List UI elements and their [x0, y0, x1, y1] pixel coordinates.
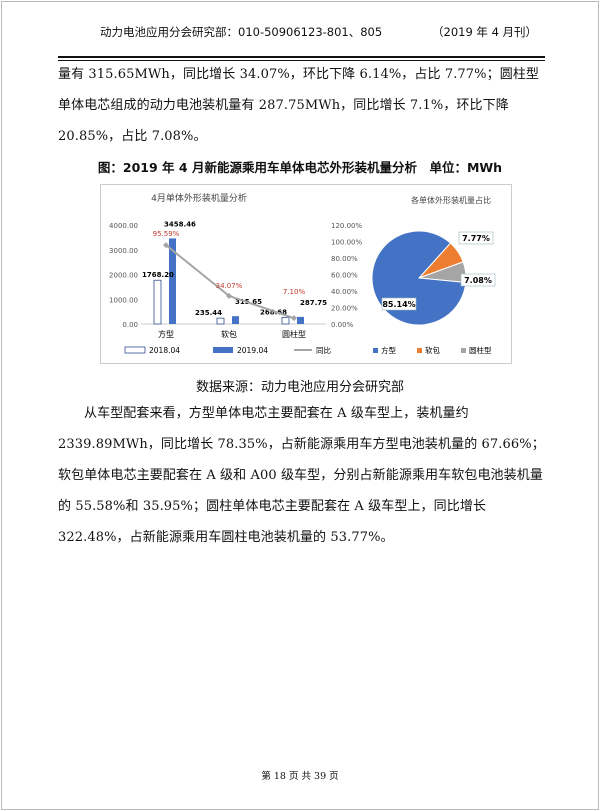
- category-label: 方型: [158, 329, 174, 339]
- paragraph-1: 量有 315.65MWh，同比增长 34.07%，环比下降 6.14%，占比 7…: [58, 67, 540, 144]
- header-rule: [58, 56, 545, 58]
- bar-chart-title: 4月单体外形装机量分析: [151, 192, 247, 204]
- pie-label-box: [458, 231, 494, 245]
- header-rule-thin: [58, 60, 545, 61]
- y2-tick-label: 20.00%: [331, 305, 358, 313]
- y-tick-label: 1000.00: [109, 296, 138, 304]
- bar-label-2018: 235.44: [195, 309, 222, 317]
- yoy-marker: [291, 315, 297, 322]
- pie-chart-title: 各单体外形装机量占比: [411, 195, 491, 205]
- yoy-label: 95.59%: [153, 230, 180, 238]
- chart-svg: 4月单体外形装机量分析 0.00 1000.00 2000.00 3000.00 4000…: [109, 192, 496, 355]
- chart-container: 4月单体外形装机量分析 0.00 1000.00 2000.00 3000.00 4000…: [100, 184, 512, 364]
- y-tick-label: 3000.00: [109, 247, 138, 255]
- y2-tick-label: 100.00%: [331, 239, 362, 247]
- y2-tick-label: 0.00%: [331, 321, 354, 329]
- bar-2019: [297, 316, 304, 324]
- legend-label: 2019.04: [237, 346, 268, 355]
- pie-legend-swatch: [417, 348, 422, 353]
- legend-swatch-2019: [213, 347, 233, 353]
- header-issue: （2019 年 4 月刊）: [432, 25, 538, 39]
- y2-tick-label: 40.00%: [331, 288, 358, 296]
- yoy-label: 34.07%: [216, 282, 243, 290]
- bar-2018: [153, 279, 162, 325]
- yoy-label: 7.10%: [283, 288, 306, 296]
- category-label: 圆柱型: [282, 329, 306, 339]
- y-tick-label: 0.00: [122, 321, 138, 329]
- bar-label-2018: 268.68: [260, 308, 287, 316]
- pie-legend-swatch: [461, 348, 466, 353]
- y2-tick-label: 60.00%: [331, 272, 358, 280]
- bar-label-2018: 1768.20: [142, 271, 174, 279]
- data-source: 数据来源：动力电池应用分会研究部: [195, 380, 404, 395]
- yoy-marker: [163, 242, 169, 249]
- pie-label: 7.08%: [464, 276, 492, 285]
- pie-legend-label: 软包: [425, 345, 440, 355]
- category-label: 软包: [221, 329, 237, 339]
- pie-legend-label: 圆柱型: [469, 345, 492, 355]
- y2-tick-label: 80.00%: [331, 255, 358, 263]
- figure-caption: 图：2019 年 4 月新能源乘用车单体电芯外形装机量分析 单位：MWh: [97, 160, 503, 175]
- pie-label-box: [460, 273, 496, 287]
- legend-swatch-2018: [124, 346, 146, 354]
- y2-tick-label: 120.00%: [331, 222, 362, 230]
- bar-label-2019: 3458.46: [164, 220, 196, 228]
- bar-2019: [232, 316, 239, 324]
- legend-label: 2018.04: [149, 346, 180, 355]
- header-contact: 动力电池应用分会研究部：010-50906123-801、805: [100, 25, 383, 39]
- pie-label: 85.14%: [382, 300, 415, 309]
- pie-legend-label: 方型: [381, 345, 396, 355]
- bar-2019: [169, 238, 176, 324]
- pie-label-box: [381, 297, 417, 311]
- bar-2018: [281, 316, 290, 325]
- page-number: 第 18 页 共 39 页: [261, 771, 339, 782]
- y-tick-label: 2000.00: [109, 272, 138, 280]
- yoy-marker: [226, 292, 232, 299]
- pie-label: 7.77%: [462, 234, 490, 243]
- y-tick-label: 4000.00: [109, 222, 138, 230]
- legend-label: 同比: [316, 345, 331, 355]
- bar-2018: [216, 317, 225, 325]
- bar-label-2019: 287.75: [300, 299, 327, 307]
- paragraph-2: 从车型配套来看，方型单体电芯主要配套在 A 级车型上，装机量约 2339.89M…: [58, 406, 545, 545]
- pie-legend-swatch: [373, 348, 378, 353]
